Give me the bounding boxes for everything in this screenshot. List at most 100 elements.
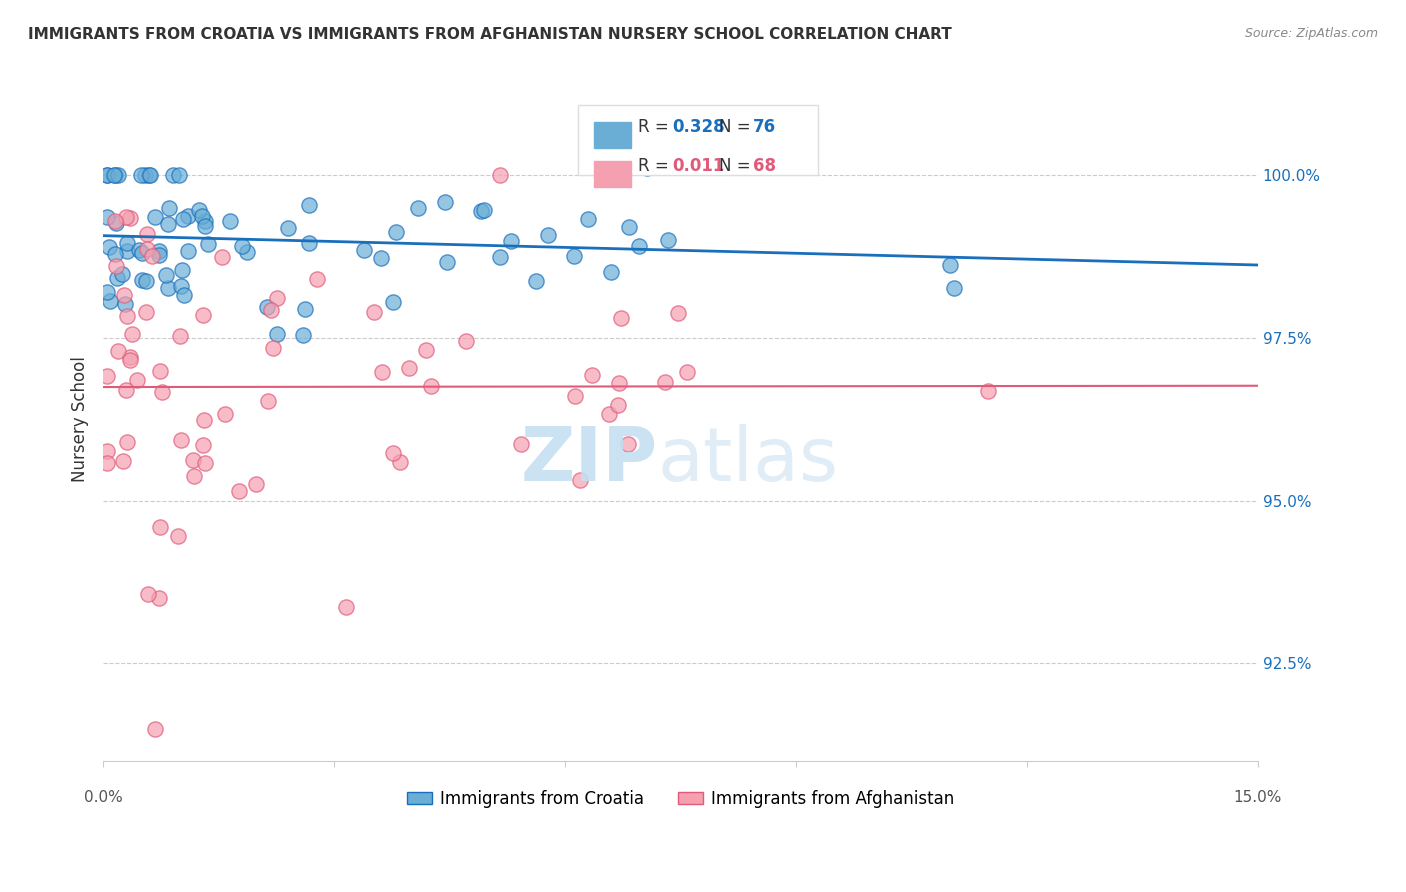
Point <box>433 195 456 210</box>
Point <box>112 454 135 468</box>
Text: 76: 76 <box>754 119 776 136</box>
Point <box>939 258 962 272</box>
Point <box>115 310 138 324</box>
Point <box>118 211 141 225</box>
Bar <box>593 122 631 148</box>
Point <box>148 248 170 262</box>
Text: ZIP: ZIP <box>520 424 658 497</box>
Point <box>236 245 259 260</box>
Point <box>117 236 139 251</box>
Point <box>489 250 512 264</box>
Point <box>145 722 167 736</box>
Point <box>197 237 219 252</box>
Point <box>194 213 217 227</box>
Point <box>194 219 217 233</box>
Point <box>599 265 621 279</box>
Point <box>162 168 184 182</box>
Point <box>415 343 437 357</box>
Point <box>177 244 200 258</box>
Point <box>292 327 315 342</box>
Point <box>125 374 148 388</box>
Point <box>398 361 420 376</box>
Point <box>363 305 385 319</box>
Point <box>172 211 194 226</box>
Point <box>134 168 156 182</box>
Point <box>488 168 510 182</box>
Y-axis label: Nursery School: Nursery School <box>72 356 89 483</box>
Point <box>381 295 404 310</box>
Point <box>115 210 138 224</box>
Point <box>183 468 205 483</box>
Point <box>231 239 253 253</box>
Text: 0.0%: 0.0% <box>84 790 122 805</box>
Point <box>628 239 651 253</box>
Point <box>170 433 193 447</box>
Point <box>294 302 316 317</box>
Point <box>607 376 630 390</box>
Point <box>103 168 125 182</box>
Point <box>942 280 965 294</box>
Point <box>136 242 159 256</box>
Point <box>117 435 139 450</box>
Point <box>616 436 638 450</box>
Point <box>141 249 163 263</box>
Point <box>606 398 628 412</box>
Point <box>617 219 640 234</box>
Point <box>568 473 591 487</box>
Point <box>155 268 177 282</box>
Point <box>115 383 138 397</box>
Point <box>389 455 412 469</box>
Point <box>139 168 162 182</box>
Point <box>157 217 180 231</box>
Point <box>104 247 127 261</box>
Point <box>96 168 118 182</box>
Text: R =  0.000   N =  00
          R =  0.000   N =  00: R = 0.000 N = 00 R = 0.000 N = 00 <box>588 115 808 165</box>
Point <box>228 483 250 498</box>
Point <box>193 413 215 427</box>
Point <box>191 438 214 452</box>
Point <box>562 249 585 263</box>
Point <box>136 587 159 601</box>
Point <box>501 235 523 249</box>
Point <box>191 309 214 323</box>
Point <box>245 476 267 491</box>
Point <box>385 225 408 239</box>
Point <box>136 227 159 241</box>
Point <box>129 168 152 182</box>
Point <box>408 201 430 215</box>
Point <box>131 245 153 260</box>
Point <box>266 291 288 305</box>
Point <box>298 235 321 250</box>
Point <box>150 384 173 399</box>
Point <box>105 271 128 285</box>
Point <box>509 436 531 450</box>
Point <box>564 389 586 403</box>
Point <box>609 310 631 325</box>
Point <box>112 287 135 301</box>
Point <box>148 244 170 259</box>
Point <box>110 268 132 282</box>
Point <box>598 407 620 421</box>
Text: IMMIGRANTS FROM CROATIA VS IMMIGRANTS FROM AFGHANISTAN NURSERY SCHOOL CORRELATIO: IMMIGRANTS FROM CROATIA VS IMMIGRANTS FR… <box>28 27 952 42</box>
Point <box>305 271 328 285</box>
Point <box>104 259 127 273</box>
Point <box>177 210 200 224</box>
Point <box>183 453 205 467</box>
Point <box>214 407 236 421</box>
Point <box>131 273 153 287</box>
Point <box>96 456 118 470</box>
Point <box>138 168 160 182</box>
Text: 15.0%: 15.0% <box>1233 790 1282 805</box>
Point <box>456 334 478 349</box>
Point <box>218 214 240 228</box>
Point <box>266 326 288 341</box>
Point <box>537 228 560 243</box>
Point <box>472 202 495 217</box>
Point <box>260 303 283 318</box>
Text: 0.011: 0.011 <box>672 157 724 176</box>
Point <box>436 255 458 269</box>
Point <box>657 233 679 247</box>
Point <box>148 363 170 377</box>
Point <box>262 342 284 356</box>
Point <box>149 520 172 534</box>
